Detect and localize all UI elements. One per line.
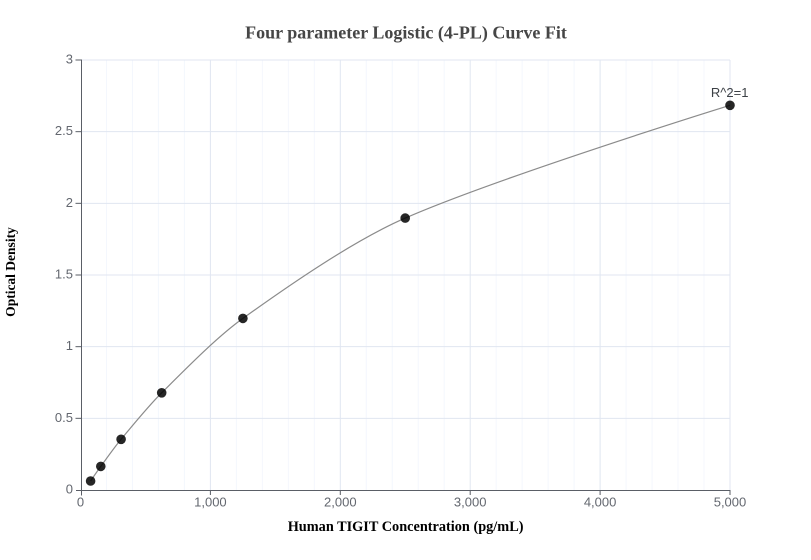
svg-text:Optical Density: Optical Density <box>3 227 18 317</box>
svg-text:3: 3 <box>66 52 73 67</box>
svg-text:Four parameter Logistic (4-PL): Four parameter Logistic (4-PL) Curve Fit <box>245 23 567 44</box>
svg-text:2.5: 2.5 <box>55 123 73 138</box>
svg-text:5,000: 5,000 <box>714 495 747 510</box>
svg-text:2,000: 2,000 <box>324 495 357 510</box>
svg-text:1.5: 1.5 <box>55 267 73 282</box>
svg-text:0: 0 <box>66 482 73 497</box>
svg-text:4,000: 4,000 <box>584 495 617 510</box>
svg-text:2: 2 <box>66 195 73 210</box>
svg-text:0: 0 <box>77 495 84 510</box>
svg-text:Human TIGIT Concentration (pg/: Human TIGIT Concentration (pg/mL) <box>288 519 524 535</box>
svg-text:1,000: 1,000 <box>194 495 227 510</box>
svg-text:1: 1 <box>66 338 73 353</box>
svg-text:0.5: 0.5 <box>55 410 73 425</box>
svg-text:R^2=1: R^2=1 <box>711 85 749 100</box>
svg-text:3,000: 3,000 <box>454 495 487 510</box>
